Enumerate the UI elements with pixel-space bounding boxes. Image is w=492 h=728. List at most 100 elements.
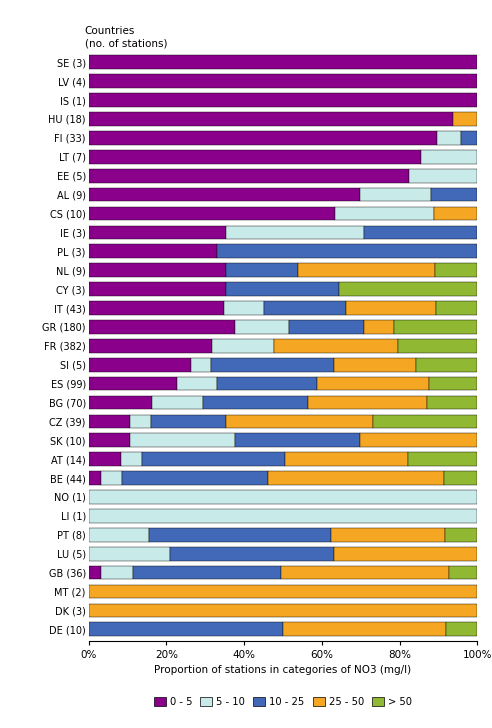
Bar bbox=[203, 396, 308, 409]
Bar bbox=[211, 358, 334, 371]
Bar bbox=[151, 414, 226, 428]
Bar bbox=[89, 282, 226, 296]
Bar bbox=[427, 396, 477, 409]
Bar bbox=[409, 169, 477, 183]
Bar bbox=[89, 452, 122, 466]
X-axis label: Proportion of stations in categories of NO3 (mg/l): Proportion of stations in categories of … bbox=[154, 665, 411, 676]
Bar bbox=[170, 547, 334, 561]
Bar bbox=[339, 282, 477, 296]
Bar bbox=[89, 131, 437, 145]
Bar bbox=[89, 585, 477, 598]
Bar bbox=[308, 396, 427, 409]
Bar bbox=[332, 528, 445, 542]
Bar bbox=[444, 471, 477, 485]
Bar bbox=[334, 358, 416, 371]
Bar bbox=[142, 452, 285, 466]
Bar bbox=[334, 547, 477, 561]
Bar bbox=[89, 490, 477, 504]
Bar bbox=[317, 377, 429, 390]
Bar bbox=[435, 264, 477, 277]
Bar bbox=[268, 471, 444, 485]
Legend: 0 - 5, 5 - 10, 10 - 25, 25 - 50, > 50: 0 - 5, 5 - 10, 10 - 25, 25 - 50, > 50 bbox=[150, 693, 416, 711]
Bar bbox=[89, 245, 217, 258]
Bar bbox=[436, 301, 477, 314]
Bar bbox=[226, 226, 365, 240]
Bar bbox=[100, 566, 133, 579]
Bar bbox=[177, 377, 217, 390]
Bar bbox=[89, 547, 170, 561]
Bar bbox=[346, 301, 436, 314]
Bar bbox=[454, 112, 477, 126]
Bar bbox=[122, 471, 268, 485]
Bar bbox=[285, 452, 408, 466]
Bar bbox=[416, 358, 477, 371]
Bar bbox=[122, 452, 142, 466]
Bar bbox=[89, 433, 130, 447]
Bar bbox=[431, 188, 477, 202]
Text: Countries
(no. of stations): Countries (no. of stations) bbox=[85, 26, 167, 48]
Bar bbox=[449, 566, 477, 579]
Bar bbox=[398, 339, 477, 352]
Bar bbox=[89, 188, 360, 202]
Bar bbox=[223, 301, 265, 314]
Bar bbox=[130, 414, 151, 428]
Bar bbox=[101, 471, 122, 485]
Bar bbox=[265, 301, 346, 314]
Bar bbox=[394, 320, 477, 333]
Bar bbox=[298, 264, 435, 277]
Bar bbox=[89, 169, 409, 183]
Bar bbox=[365, 320, 394, 333]
Bar bbox=[445, 528, 477, 542]
Bar bbox=[89, 358, 191, 371]
Bar bbox=[89, 112, 454, 126]
Bar bbox=[373, 414, 477, 428]
Bar bbox=[89, 471, 101, 485]
Bar bbox=[235, 320, 289, 333]
Bar bbox=[89, 301, 223, 314]
Bar bbox=[283, 622, 446, 636]
Bar bbox=[89, 622, 283, 636]
Bar bbox=[152, 396, 203, 409]
Bar bbox=[360, 433, 477, 447]
Bar bbox=[446, 622, 477, 636]
Bar bbox=[89, 339, 212, 352]
Bar bbox=[226, 414, 373, 428]
Bar bbox=[461, 131, 477, 145]
Bar bbox=[149, 528, 332, 542]
Bar bbox=[365, 226, 477, 240]
Bar bbox=[89, 528, 149, 542]
Bar bbox=[274, 339, 398, 352]
Bar bbox=[89, 207, 335, 221]
Bar bbox=[89, 566, 100, 579]
Bar bbox=[226, 264, 298, 277]
Bar bbox=[89, 150, 421, 164]
Bar bbox=[130, 433, 235, 447]
Bar bbox=[212, 339, 274, 352]
Bar bbox=[89, 226, 226, 240]
Bar bbox=[89, 320, 235, 333]
Bar bbox=[191, 358, 211, 371]
Bar bbox=[434, 207, 477, 221]
Bar bbox=[89, 74, 477, 88]
Bar bbox=[89, 414, 130, 428]
Bar bbox=[89, 604, 477, 617]
Bar bbox=[437, 131, 461, 145]
Bar bbox=[335, 207, 434, 221]
Bar bbox=[89, 377, 177, 390]
Bar bbox=[89, 264, 226, 277]
Bar bbox=[421, 150, 477, 164]
Bar bbox=[235, 433, 360, 447]
Bar bbox=[429, 377, 477, 390]
Bar bbox=[217, 377, 317, 390]
Bar bbox=[408, 452, 477, 466]
Bar bbox=[217, 245, 477, 258]
Bar bbox=[281, 566, 449, 579]
Bar bbox=[89, 396, 152, 409]
Bar bbox=[360, 188, 431, 202]
Bar bbox=[226, 282, 339, 296]
Bar bbox=[133, 566, 281, 579]
Bar bbox=[89, 509, 477, 523]
Bar bbox=[89, 93, 477, 107]
Bar bbox=[89, 55, 477, 69]
Bar bbox=[289, 320, 365, 333]
